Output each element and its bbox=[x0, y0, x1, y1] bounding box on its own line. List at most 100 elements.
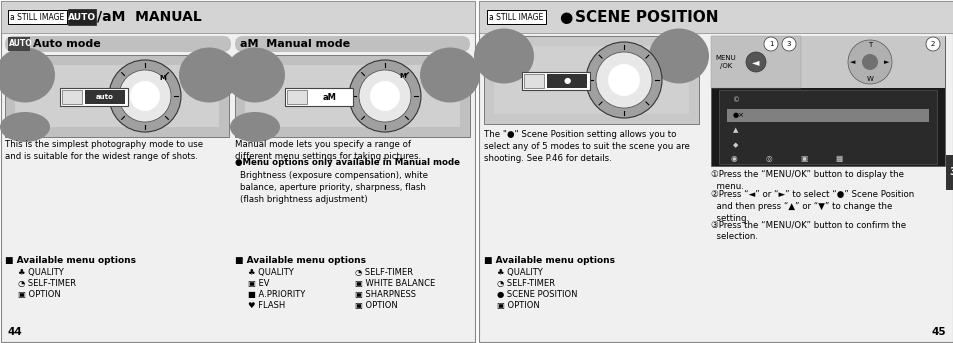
Ellipse shape bbox=[0, 47, 55, 103]
Ellipse shape bbox=[0, 112, 50, 142]
Text: ▣ OPTION: ▣ OPTION bbox=[497, 301, 539, 310]
Circle shape bbox=[925, 37, 939, 51]
Text: ◆: ◆ bbox=[732, 142, 738, 148]
Text: ▣: ▣ bbox=[800, 154, 807, 163]
Ellipse shape bbox=[230, 112, 280, 142]
Bar bbox=[234, 55, 470, 137]
Bar bbox=[483, 36, 699, 124]
Bar bbox=[710, 36, 944, 88]
Text: W: W bbox=[865, 76, 873, 82]
Text: ■ Available menu options: ■ Available menu options bbox=[5, 256, 136, 265]
Bar bbox=[1, 1, 475, 342]
Text: ▦: ▦ bbox=[835, 154, 841, 163]
Text: ♣ QUALITY: ♣ QUALITY bbox=[497, 268, 542, 277]
Text: ▲: ▲ bbox=[732, 127, 738, 133]
Bar bbox=[523, 74, 543, 88]
Text: ●Menu options only available in Manual mode: ●Menu options only available in Manual m… bbox=[234, 158, 459, 167]
Circle shape bbox=[596, 52, 651, 108]
Text: ②Press “◄” or “►” to select “●” Scene Position
  and then press “▲” or “▼” to ch: ②Press “◄” or “►” to select “●” Scene Po… bbox=[710, 190, 913, 223]
Text: auto: auto bbox=[96, 94, 113, 100]
Circle shape bbox=[119, 70, 171, 122]
Text: M: M bbox=[399, 73, 406, 79]
Bar bbox=[62, 90, 82, 104]
Text: ◄: ◄ bbox=[752, 57, 759, 67]
Text: MENU
/OK: MENU /OK bbox=[715, 55, 736, 69]
Bar bbox=[478, 1, 952, 33]
Text: This is the simplest photography mode to use
and is suitable for the widest rang: This is the simplest photography mode to… bbox=[5, 140, 203, 161]
Bar bbox=[945, 155, 953, 190]
Text: ◎: ◎ bbox=[765, 154, 772, 163]
Text: ♣ QUALITY: ♣ QUALITY bbox=[248, 268, 294, 277]
Bar bbox=[1, 1, 475, 33]
Bar bbox=[68, 9, 96, 25]
Circle shape bbox=[109, 60, 181, 132]
Text: ●: ● bbox=[558, 10, 572, 24]
Bar bbox=[85, 90, 125, 104]
Bar bbox=[710, 36, 944, 166]
Text: ◔ SELF-TIMER: ◔ SELF-TIMER bbox=[18, 279, 76, 288]
Text: ■ Available menu options: ■ Available menu options bbox=[234, 256, 366, 265]
Bar bbox=[60, 88, 128, 106]
Text: ▣ SHARPNESS: ▣ SHARPNESS bbox=[355, 290, 416, 299]
Text: ◔ SELF-TIMER: ◔ SELF-TIMER bbox=[497, 279, 555, 288]
Text: ◉: ◉ bbox=[730, 154, 737, 163]
Bar bbox=[15, 65, 219, 127]
Ellipse shape bbox=[179, 47, 239, 103]
Bar bbox=[245, 65, 459, 127]
Text: ►: ► bbox=[883, 59, 889, 65]
Text: M: M bbox=[159, 75, 166, 81]
Text: ▣ EV: ▣ EV bbox=[248, 279, 269, 288]
Text: ♥ FLASH: ♥ FLASH bbox=[248, 301, 285, 310]
Text: ▣ WHITE BALANCE: ▣ WHITE BALANCE bbox=[355, 279, 435, 288]
Text: 45: 45 bbox=[930, 327, 945, 337]
Circle shape bbox=[607, 64, 639, 96]
Bar bbox=[310, 90, 350, 104]
Text: ◔ SELF-TIMER: ◔ SELF-TIMER bbox=[355, 268, 413, 277]
Text: The "●" Scene Position setting allows you to
select any of 5 modes to suit the s: The "●" Scene Position setting allows yo… bbox=[483, 130, 689, 163]
Bar bbox=[5, 55, 229, 137]
Bar bbox=[285, 88, 353, 106]
Circle shape bbox=[847, 40, 891, 84]
Text: T: T bbox=[867, 42, 871, 48]
Text: aM: aM bbox=[323, 93, 336, 102]
Circle shape bbox=[370, 81, 399, 111]
Text: 1: 1 bbox=[768, 41, 773, 47]
Text: AUTO: AUTO bbox=[68, 12, 96, 22]
Text: ■ Available menu options: ■ Available menu options bbox=[483, 256, 615, 265]
Circle shape bbox=[349, 60, 420, 132]
Text: ◄: ◄ bbox=[849, 59, 855, 65]
Text: ●: ● bbox=[563, 76, 570, 85]
Bar bbox=[546, 74, 586, 88]
Circle shape bbox=[585, 42, 661, 118]
Text: /aM  MANUAL: /aM MANUAL bbox=[97, 10, 201, 24]
Text: ▣ OPTION: ▣ OPTION bbox=[355, 301, 397, 310]
Bar bbox=[8, 37, 30, 51]
Ellipse shape bbox=[474, 28, 534, 83]
Bar bbox=[478, 1, 952, 342]
Text: Auto mode: Auto mode bbox=[33, 39, 101, 49]
Bar bbox=[805, 36, 944, 88]
Text: ♣ QUALITY: ♣ QUALITY bbox=[18, 268, 64, 277]
Circle shape bbox=[781, 37, 795, 51]
Text: ①Press the “MENU/OK” button to display the
  menu.: ①Press the “MENU/OK” button to display t… bbox=[710, 170, 903, 191]
Bar bbox=[494, 46, 688, 114]
Ellipse shape bbox=[419, 47, 479, 103]
Circle shape bbox=[130, 81, 160, 111]
Circle shape bbox=[862, 54, 877, 70]
Text: 2: 2 bbox=[930, 41, 934, 47]
Text: SCENE POSITION: SCENE POSITION bbox=[575, 10, 718, 24]
Ellipse shape bbox=[225, 47, 285, 103]
Bar bbox=[719, 90, 936, 164]
Text: AUTO: AUTO bbox=[9, 39, 32, 48]
Text: aM  Manual mode: aM Manual mode bbox=[240, 39, 350, 49]
FancyBboxPatch shape bbox=[5, 36, 231, 52]
Bar bbox=[287, 90, 307, 104]
Text: 3: 3 bbox=[786, 41, 790, 47]
Text: ▣ OPTION: ▣ OPTION bbox=[18, 290, 61, 299]
Circle shape bbox=[745, 52, 765, 72]
Text: Brightness (exposure compensation), white
balance, aperture priority, sharpness,: Brightness (exposure compensation), whit… bbox=[240, 171, 428, 204]
Text: Manual mode lets you specify a range of
different menu settings for taking pictu: Manual mode lets you specify a range of … bbox=[234, 140, 420, 161]
Circle shape bbox=[358, 70, 411, 122]
Bar bbox=[710, 36, 801, 88]
Text: 3: 3 bbox=[948, 167, 953, 177]
